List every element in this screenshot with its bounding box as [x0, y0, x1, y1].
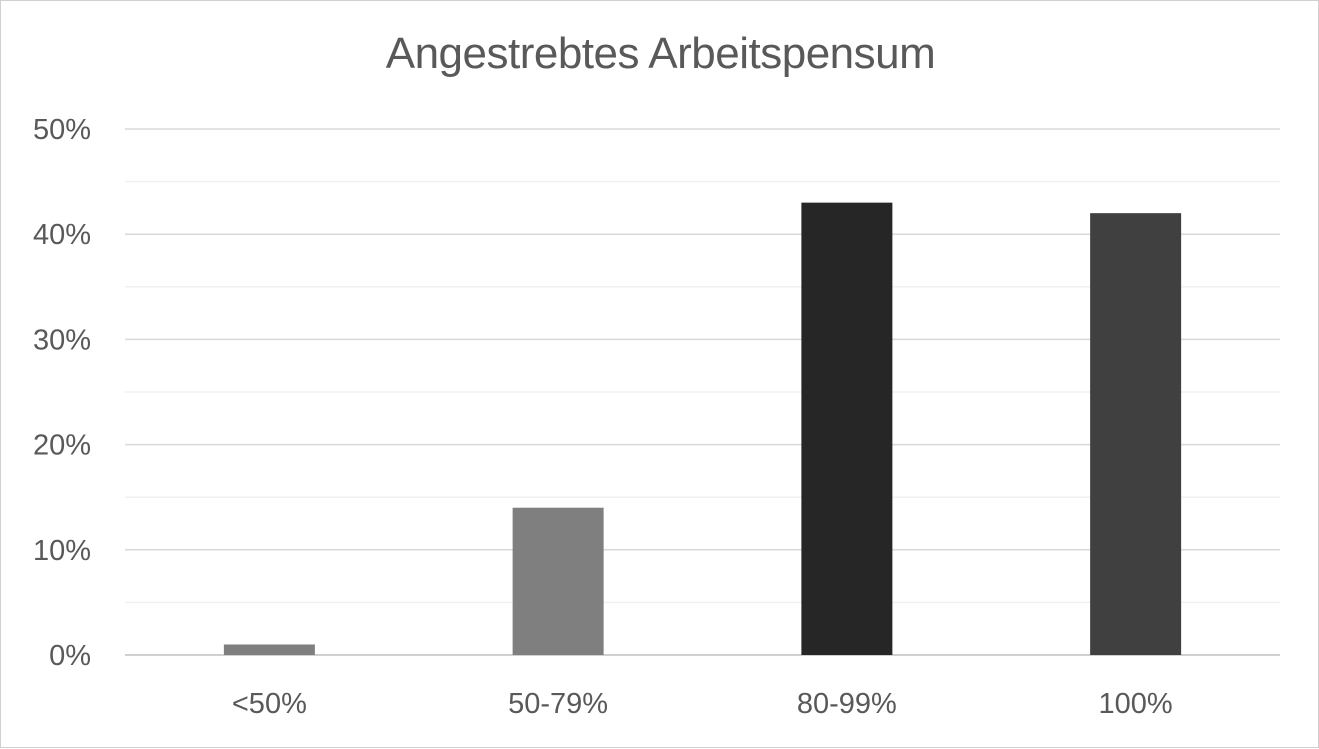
- y-tick-label: 20%: [33, 430, 91, 462]
- x-tick-label: 100%: [1099, 688, 1173, 720]
- y-tick-label: 40%: [33, 219, 91, 251]
- bar: [223, 644, 315, 655]
- y-tick-label: 0%: [49, 640, 91, 672]
- bar: [1090, 213, 1182, 655]
- bar: [801, 202, 893, 655]
- y-tick-label: 10%: [33, 535, 91, 567]
- y-axis-labels: 0% 10% 20% 30% 40% 50%: [33, 114, 91, 672]
- x-axis-labels: <50% 50-79% 80-99% 100%: [232, 688, 1173, 720]
- x-tick-label: <50%: [232, 688, 307, 720]
- x-tick-label: 80-99%: [797, 688, 897, 720]
- x-tick-label: 50-79%: [508, 688, 608, 720]
- bars: [223, 202, 1182, 655]
- chart-title: Angestrebtes Arbeitspensum: [385, 29, 936, 78]
- y-tick-label: 30%: [33, 324, 91, 356]
- y-tick-label: 50%: [33, 114, 91, 146]
- bar: [512, 507, 604, 655]
- gridlines: [125, 128, 1280, 656]
